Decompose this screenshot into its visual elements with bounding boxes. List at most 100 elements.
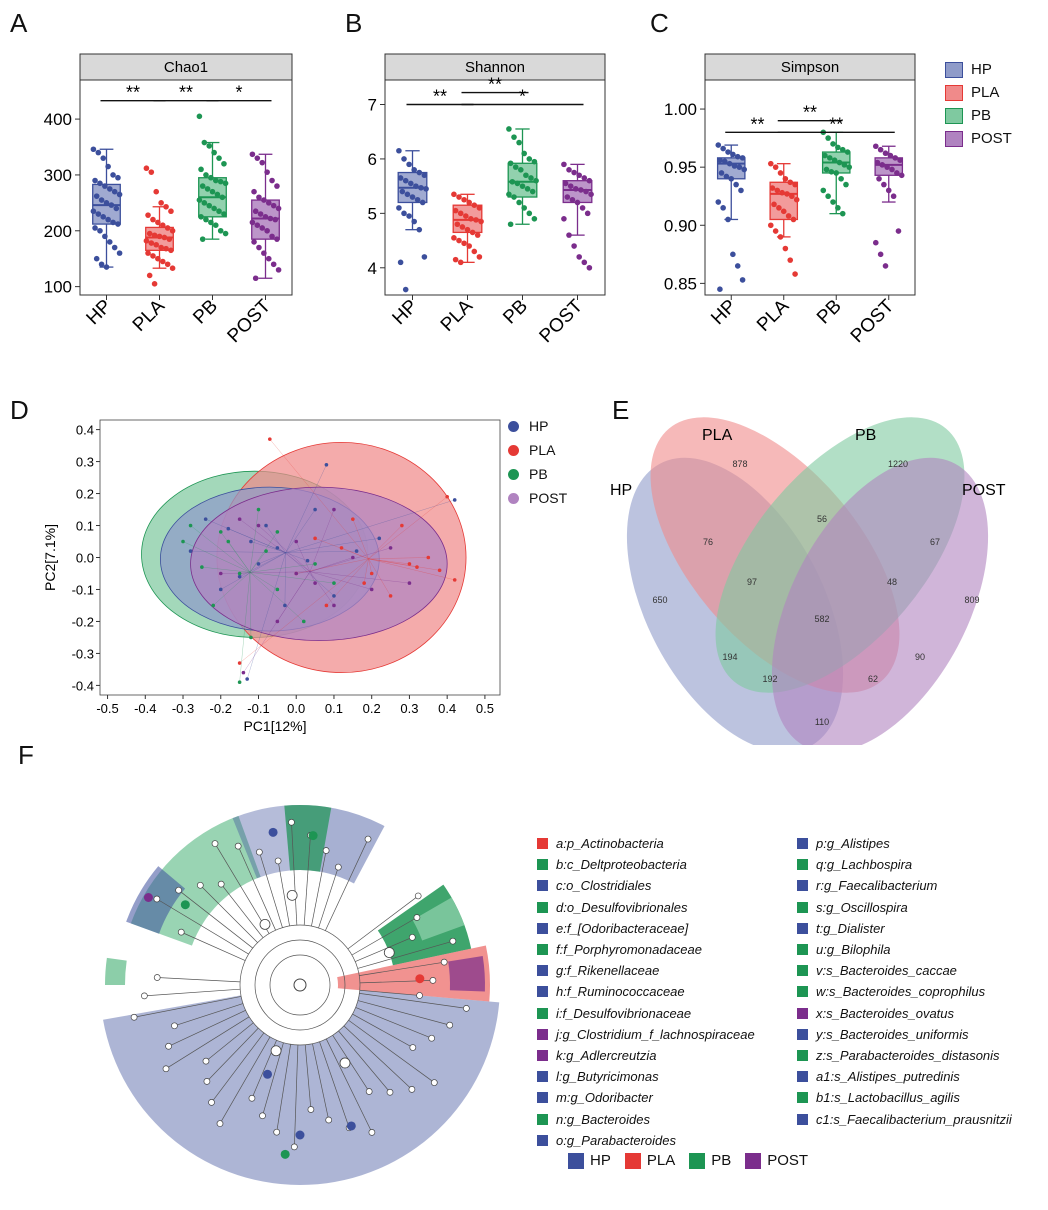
- point-pb: [237, 680, 242, 685]
- data-point: [399, 188, 406, 195]
- data-point: [270, 261, 277, 268]
- tree-branch: [332, 1035, 370, 1092]
- data-point: [106, 186, 113, 192]
- data-point: [269, 233, 275, 240]
- tree-branch: [276, 1044, 291, 1133]
- pcoa-scatter: -0.5 -0.4 -0.3 -0.2 -0.1 0.0 0.1 0.2 0.3 0.4 0.5-0…: [42, 419, 501, 734]
- data-point: [526, 156, 533, 162]
- data-point: [734, 263, 741, 269]
- point-pla: [369, 571, 374, 576]
- data-point: [408, 180, 414, 187]
- tree-branch: [312, 1043, 330, 1121]
- point-post: [351, 555, 355, 560]
- data-point: [579, 205, 586, 211]
- data-point: [217, 227, 224, 234]
- legend-label-post: POST: [971, 130, 1012, 147]
- data-point: [767, 160, 774, 167]
- cladogram-legend-swatch: [537, 1092, 548, 1104]
- biomarker-node: [308, 831, 318, 841]
- data-point: [93, 255, 100, 262]
- centroid-link: [250, 541, 286, 553]
- x-tick-label: 0.1: [325, 701, 343, 716]
- data-point: [838, 175, 844, 182]
- data-point: [586, 177, 593, 184]
- data-point: [516, 139, 522, 146]
- data-point: [518, 167, 524, 173]
- data-point: [221, 160, 227, 167]
- tree-leaf-node: [386, 1088, 394, 1096]
- point-hp: [256, 562, 261, 566]
- point-post: [256, 523, 261, 528]
- cladogram-legend-item: o:g_Parabacteroides: [537, 1130, 755, 1151]
- legend-key-pla: [945, 84, 963, 101]
- x-tick-label: 0.2: [363, 701, 381, 716]
- point-pb: [264, 549, 268, 553]
- point-pb: [313, 562, 317, 566]
- centroid-link: [285, 552, 308, 561]
- data-point: [566, 167, 572, 173]
- data-point: [898, 172, 905, 179]
- data-point: [211, 149, 217, 156]
- tree-leaf-node: [288, 818, 295, 826]
- data-point: [473, 217, 479, 223]
- point-post: [332, 603, 336, 608]
- data-point: [214, 191, 221, 198]
- tree-leaf-node: [463, 1005, 470, 1012]
- point-pb: [181, 539, 185, 544]
- lefse-cladogram: [103, 805, 500, 1185]
- cladogram-legend-item: a:p_Actinobacteria: [537, 833, 755, 854]
- tree-internal-node: [259, 918, 271, 930]
- data-point: [261, 250, 267, 256]
- data-point: [828, 169, 835, 175]
- centroid-link: [201, 566, 251, 573]
- panel-label-d: D: [10, 395, 29, 425]
- centroid-link: [309, 571, 410, 584]
- clado-key-pb: [689, 1152, 706, 1169]
- cladogram-legend-swatch: [797, 1007, 808, 1019]
- data-point: [143, 238, 150, 244]
- point-pla: [407, 562, 412, 566]
- y-tick-label: 7: [368, 95, 377, 114]
- centroid-link: [220, 571, 310, 574]
- x-tick-label: POST: [536, 295, 588, 347]
- venn-count: 110: [815, 717, 829, 727]
- tree-leaf-node: [440, 958, 448, 966]
- data-point: [401, 210, 407, 217]
- cladogram-legend-label: b:c_Deltproteobacteria: [556, 857, 687, 873]
- clado-label-hp: HP: [590, 1152, 611, 1169]
- y-tick-label: 0.0: [76, 551, 94, 566]
- significance-label: **: [803, 103, 817, 123]
- point-post: [294, 539, 299, 544]
- data-point: [169, 227, 176, 234]
- tree-branch: [355, 937, 413, 962]
- data-point: [201, 200, 208, 206]
- point-hp: [305, 558, 310, 563]
- data-point: [153, 188, 160, 195]
- point-post: [388, 546, 393, 550]
- data-point: [145, 212, 151, 218]
- data-point: [143, 165, 150, 172]
- data-point: [100, 155, 107, 161]
- centroid-link: [285, 509, 316, 553]
- data-point: [421, 254, 428, 260]
- data-point: [419, 199, 426, 206]
- pcoa-legend-label-post: POST: [529, 490, 568, 506]
- venn-count: 62: [868, 674, 878, 684]
- tree-ring: [269, 954, 331, 1016]
- data-point: [274, 183, 280, 189]
- data-point: [523, 172, 529, 179]
- data-point: [574, 199, 581, 206]
- x-tick-label: -0.3: [172, 701, 194, 716]
- cladogram-legend-item: f:f_Porphyromonadaceae: [537, 939, 755, 960]
- tree-internal-node: [270, 1045, 282, 1057]
- y-tick-label: 0.2: [76, 487, 94, 502]
- data-point: [877, 146, 884, 153]
- tree-leaf-node: [430, 1079, 438, 1086]
- tree-branch: [174, 1003, 244, 1027]
- venn-diagram: HP PLA PB POST 878 1220 650 809 56 76 67 97 48 582 194…: [610, 417, 1006, 745]
- y-tick-label: 200: [44, 222, 72, 241]
- tree-branch: [144, 988, 241, 997]
- data-point: [396, 147, 402, 154]
- data-point: [466, 199, 472, 206]
